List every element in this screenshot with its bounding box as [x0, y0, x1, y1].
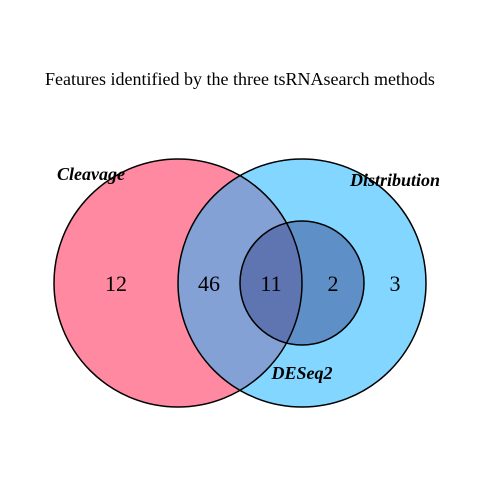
deseq2-set-outline: [239, 220, 365, 346]
count-distribution-only: 3: [390, 271, 401, 296]
count-distribution-deseq2: 2: [328, 271, 339, 296]
cleavage-set-outline: [53, 158, 303, 408]
chart-title: Features identified by the three tsRNAse…: [45, 69, 435, 89]
set-label-distribution: Distribution: [349, 170, 440, 190]
count-all-three: 11: [260, 271, 281, 296]
count-cleavage-distribution: 46: [198, 271, 220, 296]
set-label-cleavage: Cleavage: [57, 164, 125, 184]
count-cleavage-only: 12: [105, 271, 127, 296]
distribution-set-outline: [177, 158, 427, 408]
set-label-deseq2: DESeq2: [270, 363, 332, 383]
